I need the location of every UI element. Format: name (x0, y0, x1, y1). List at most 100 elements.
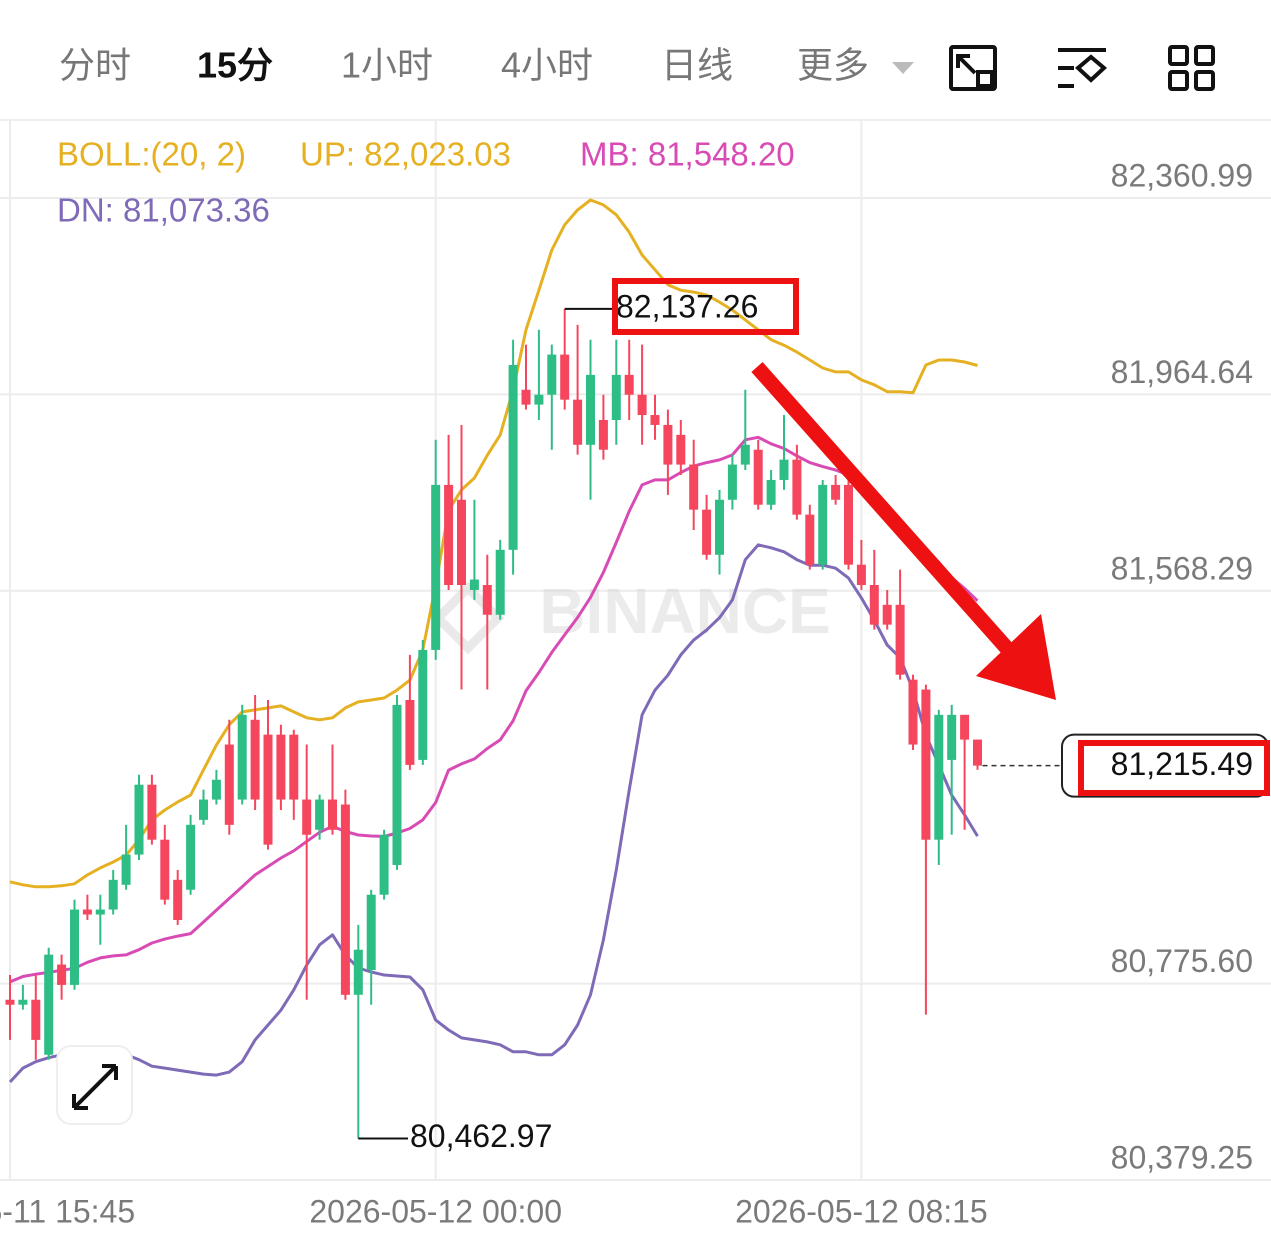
bollinger-bands (8, 198, 979, 1084)
trend-arrow-shaft (751, 362, 1018, 659)
icon-box (976, 70, 994, 88)
icon-arrow (956, 54, 977, 75)
watermark-text: BINANCE (539, 575, 831, 647)
candle-body (586, 374, 595, 445)
candle-body (121, 854, 131, 885)
candle-body (753, 449, 763, 505)
candle-body (250, 719, 260, 800)
candle-body (598, 419, 608, 450)
indicator-name: BOLL:(20, 2) (57, 136, 246, 173)
candle-body (908, 679, 918, 745)
candle-body (340, 804, 350, 995)
candle-body (353, 949, 363, 995)
candle-body (315, 799, 325, 830)
band-line (9, 435, 979, 984)
tab[interactable]: 1小时 (341, 45, 433, 86)
candle-body (263, 734, 273, 845)
candle-body (521, 389, 531, 405)
candle-body (740, 444, 750, 465)
trend-arrow-head (976, 614, 1056, 700)
candle-body (444, 484, 454, 585)
candle-body (895, 604, 905, 675)
candle-body (302, 799, 312, 835)
candle-body (328, 799, 337, 830)
icon-cell (1168, 70, 1189, 91)
expand-arrows (72, 1064, 118, 1110)
candle-body (276, 734, 286, 800)
toolbar: 分时 15分 1小时 4小时 日线 更多 (0, 45, 1271, 121)
candle-body (186, 824, 196, 890)
candle-body (534, 394, 544, 405)
dropdown-caret (892, 62, 914, 74)
tab[interactable]: 15分 (197, 45, 273, 86)
tab[interactable]: 日线 (661, 45, 733, 86)
candle-body (18, 999, 28, 1005)
candle-body (676, 434, 686, 465)
candle-body (289, 734, 299, 800)
last-price-label: 81,215.49 (1111, 746, 1253, 782)
candle-body (844, 484, 853, 565)
indicator-settings-icon[interactable] (1058, 48, 1108, 88)
candle-body (624, 374, 634, 395)
candle-body (431, 484, 441, 650)
candle-body (160, 839, 170, 900)
fullscreen-icon[interactable] (949, 45, 997, 91)
candle-body (379, 834, 389, 895)
candle-body (237, 714, 247, 800)
expand-button[interactable] (56, 1045, 133, 1125)
labels: 82,360.99 81,964.64 81,568.29 80,775.60 80,3… (0, 157, 1269, 1229)
icon-lines (1058, 48, 1106, 88)
candle-body (224, 744, 234, 825)
tab[interactable]: 4小时 (501, 45, 593, 86)
layout-icon[interactable] (1168, 45, 1215, 91)
candle-body (366, 894, 376, 971)
candle-body (95, 909, 105, 915)
candle-body (960, 714, 970, 740)
candle-body (766, 479, 776, 505)
candle-body (856, 564, 866, 585)
candle-body (637, 394, 647, 416)
icon-frame (949, 45, 997, 91)
candle-body (818, 484, 828, 565)
tab[interactable]: 更多 (797, 45, 869, 86)
y-tick-label: 81,568.29 (1111, 550, 1253, 586)
candle-body (31, 999, 41, 1040)
icon-cell (1194, 45, 1215, 66)
y-tick-label: 80,775.60 (1111, 943, 1253, 979)
highlight-box (1078, 740, 1270, 796)
candle-body (869, 584, 879, 625)
icon-cell (1194, 70, 1215, 91)
candle-body (199, 799, 208, 820)
y-tick-label: 82,360.99 (1111, 157, 1253, 193)
x-tick-label: 2026-05-12 00:00 (309, 1193, 562, 1229)
max-label: 82,137.26 (616, 288, 758, 324)
legend-entry: DN: 81,073.36 (57, 192, 270, 229)
tab[interactable]: 分时 (59, 45, 131, 86)
band-line (8, 543, 979, 1084)
candle-body (663, 424, 673, 465)
candle-body (108, 879, 118, 910)
candle-body (508, 364, 518, 550)
grid (0, 120, 1271, 1181)
candle-body (482, 584, 492, 615)
candle-body (5, 999, 15, 1005)
candle-body (469, 579, 479, 590)
legend: BOLL:(20, 2) UP: 82,023.03 MB: 81,548.20… (57, 136, 795, 229)
candle-body (792, 459, 802, 515)
candle-body (973, 739, 982, 766)
candle-body (495, 549, 505, 615)
x-tick-label: 2026-05-11 15:45 (0, 1193, 135, 1229)
candle-body (211, 779, 221, 800)
candle-body (702, 509, 712, 555)
y-tick-label: 80,379.25 (1111, 1139, 1253, 1175)
icon-diamond (1074, 54, 1108, 83)
candle-body (173, 879, 183, 920)
candle-body (921, 689, 931, 840)
candle-body (134, 784, 144, 855)
candle-body (560, 354, 570, 400)
candle-body (689, 464, 699, 510)
candle-body (405, 699, 415, 765)
candle-body (547, 354, 557, 395)
candle-body (147, 784, 157, 840)
candle-body (779, 459, 789, 480)
